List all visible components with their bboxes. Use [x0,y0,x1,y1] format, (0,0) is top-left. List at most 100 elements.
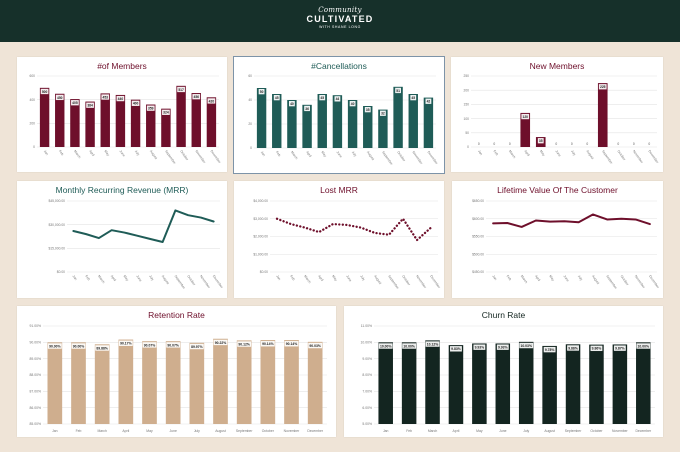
bar [597,83,608,147]
x-tick-label: Feb [275,150,282,157]
x-tick-label: October [590,429,603,433]
data-label-bg [40,88,49,95]
x-tick-label: Feb [492,149,499,156]
y-tick-label: 90.00% [30,341,42,345]
y-tick-label: 50 [465,131,469,135]
bar [317,94,327,148]
data-label: 40 [290,102,294,106]
data-label: 0 [617,142,619,146]
y-tick-label: 400 [29,98,35,102]
x-tick-label: December [427,150,440,165]
members-chart-panel[interactable]: #of Members 0 200 400 600 Jan Feb March April Ma… [17,57,227,172]
data-label-bg [519,342,534,349]
x-tick-label: April [453,429,460,433]
bar [236,340,252,424]
bar [94,344,110,424]
x-tick-label: October [620,274,631,287]
y-tick-label: 60 [248,74,252,78]
ltv-chart-panel[interactable]: Lifetime Value Of The Customer $450.00 $5… [452,181,663,298]
y-tick-label: 20 [248,122,252,126]
bar [307,341,323,424]
y-tick-label: 10.00% [361,341,373,345]
bar [142,341,157,424]
y-tick-label: 200 [463,88,469,92]
data-label-bg [349,101,356,107]
x-tick-label: May [320,150,327,158]
data-label: 10.00% [403,344,415,348]
data-label: 90.00% [73,344,85,348]
bar [347,100,358,148]
bar [115,94,126,147]
data-label: 9.88% [568,346,578,350]
lost-mrr-chart-panel[interactable]: Lost MRR $0.00 $1,000.00 $2,000.00 $3,000.0… [234,181,444,298]
y-tick-label: 85.00% [30,422,42,426]
y-tick-label: 87.00% [30,390,42,394]
data-label: 0 [571,142,573,146]
x-tick-label: July [351,150,358,157]
members-chart: 0 200 400 600 Jan Feb March April May June July Aug… [29,74,222,165]
data-label-bg [378,343,393,349]
data-label: 0 [478,142,480,146]
x-tick-label: December [212,274,225,289]
data-label: 90.12% [238,342,250,346]
data-label-bg [258,89,265,95]
bar [130,99,141,147]
x-tick-label: May [123,274,130,282]
data-label: 40 [351,102,355,106]
data-label: 225 [600,85,606,89]
bar [189,342,205,424]
y-tick-label: 88.00% [30,373,42,377]
dashboard-header: Community CULTIVATED WITH SHANE LONG [0,0,680,42]
data-label-bg [473,344,486,350]
data-label-bg [55,94,64,101]
y-tick-label: 600 [29,74,35,78]
data-label-bg [425,341,440,347]
data-label: 9.78% [545,348,555,352]
churn-chart-panel[interactable]: Churn Rate 5.00% 6.00% 7.00% 8.00% 9.00% 10.0… [344,306,663,437]
retention-chart-panel[interactable]: Retention Rate 85.00% 86.00% 87.00% 88.00% 8… [17,306,336,437]
new-members-chart-panel[interactable]: New Members 0 50 100 150 200 250 Jan Feb March Ap… [451,57,663,172]
x-tick-label: December [635,429,652,433]
data-label: 36 [305,107,309,111]
data-label-bg [118,340,133,346]
bar [70,99,80,147]
data-label: 359 [148,107,154,111]
x-tick-label: September [381,150,394,166]
lost-mrr-chart-title: Lost MRR [320,185,358,195]
x-tick-label: September [565,429,582,433]
data-label-bg [395,87,401,94]
data-label: 90.14% [286,342,298,346]
data-label: 420 [209,99,215,103]
x-tick-label: December [647,149,660,164]
y-tick-label: 100 [463,117,469,121]
x-tick-label: July [194,429,200,433]
data-label: 35 [366,108,370,112]
x-tick-label: December [307,429,324,433]
data-label-bg [284,341,299,347]
data-label: 90.07% [144,343,156,347]
x-tick-label: May [331,274,338,282]
x-tick-label: July [134,149,141,156]
data-label: 44 [336,97,340,101]
bar [287,100,297,148]
data-label-bg [319,95,326,101]
x-tick-label: March [73,149,82,159]
data-label: 51 [396,89,400,93]
mrr-chart-panel[interactable]: Monthly Recurring Revenue (MRR) $0.00 $15… [17,181,227,298]
ltv-chart: $450.00 $500.00 $550.00 $600.00 $650.00 Jan Fe… [472,199,660,290]
x-tick-label: August [161,274,170,285]
x-tick-label: August [366,150,375,161]
lost-mrr-chart: $0.00 $1,000.00 $2,000.00 $3,000.00 $4,000.0… [253,199,441,290]
data-label-bg [521,113,530,120]
data-label-bg [537,138,544,144]
data-label: 45 [411,96,415,100]
x-tick-label: November [199,274,212,289]
data-label-bg [273,95,280,101]
mrr-chart-title: Monthly Recurring Revenue (MRR) [55,185,189,195]
x-tick-label: July [523,429,529,433]
data-label: 90.03% [309,344,321,348]
x-tick-label: March [290,150,299,160]
data-label-bg [425,98,432,104]
data-label: 90.14% [262,342,274,346]
cancellations-chart-panel[interactable]: #Cancellations 0 20 40 60 Jan Feb March April Ma… [233,56,445,174]
